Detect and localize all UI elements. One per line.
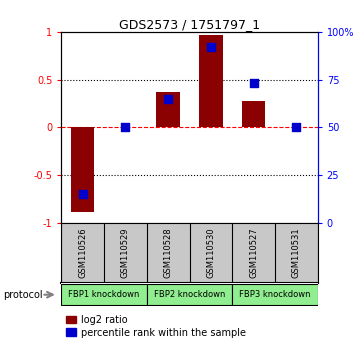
Text: GSM110531: GSM110531 (292, 228, 301, 279)
Point (251, 81, 256, 86)
Point (293, 125, 299, 130)
Bar (242, 101, 265, 127)
Text: GSM110527: GSM110527 (249, 228, 258, 279)
Bar (147, 284, 232, 305)
Text: GSM110529: GSM110529 (121, 228, 130, 278)
Legend: log2 ratio, percentile rank within the sample: log2 ratio, percentile rank within the s… (66, 315, 246, 337)
Text: FBP1 knockdown: FBP1 knockdown (68, 290, 140, 299)
Bar (232, 284, 318, 305)
Point (208, 44, 214, 50)
Point (165, 96, 171, 102)
Text: GSM110526: GSM110526 (78, 228, 87, 279)
Text: FBP2 knockdown: FBP2 knockdown (154, 290, 225, 299)
Text: GSM110530: GSM110530 (206, 228, 216, 279)
Text: protocol: protocol (4, 290, 43, 300)
Text: GSM110528: GSM110528 (164, 228, 173, 279)
Text: FBP3 knockdown: FBP3 knockdown (239, 290, 311, 299)
Bar (156, 92, 180, 127)
Bar (61, 284, 147, 305)
Point (123, 125, 129, 130)
Bar (71, 127, 95, 212)
Title: GDS2573 / 1751797_1: GDS2573 / 1751797_1 (119, 18, 260, 31)
Point (80, 192, 86, 197)
Bar (199, 35, 223, 127)
